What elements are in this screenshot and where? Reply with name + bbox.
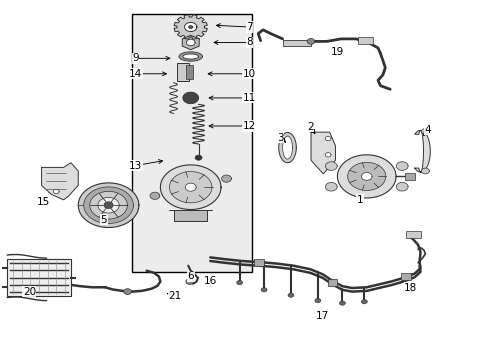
Text: 1: 1 (356, 195, 363, 205)
Bar (7, 259, 71, 296)
Bar (174, 210, 207, 221)
Text: 9: 9 (132, 53, 139, 63)
Polygon shape (314, 298, 320, 303)
Polygon shape (337, 155, 395, 198)
Polygon shape (414, 130, 429, 172)
Polygon shape (347, 162, 385, 190)
Polygon shape (179, 52, 202, 61)
Polygon shape (188, 26, 192, 28)
Polygon shape (150, 192, 160, 199)
Polygon shape (90, 192, 127, 219)
Bar (400, 273, 410, 280)
Bar (177, 63, 189, 81)
Polygon shape (310, 132, 335, 174)
Polygon shape (325, 136, 330, 141)
Polygon shape (169, 172, 211, 203)
Text: 8: 8 (245, 37, 252, 48)
Polygon shape (41, 163, 78, 200)
Text: 5: 5 (100, 215, 107, 225)
Text: 16: 16 (203, 276, 217, 286)
Text: 2: 2 (306, 122, 313, 132)
Text: 12: 12 (242, 121, 256, 131)
Bar (254, 259, 264, 266)
Text: 17: 17 (315, 311, 329, 321)
Polygon shape (53, 189, 59, 194)
Bar (358, 37, 372, 44)
Polygon shape (361, 300, 366, 304)
Text: 21: 21 (168, 291, 182, 301)
Polygon shape (325, 153, 330, 157)
Polygon shape (104, 202, 113, 208)
Polygon shape (361, 172, 371, 180)
Polygon shape (184, 22, 197, 32)
Polygon shape (278, 132, 296, 163)
Polygon shape (98, 197, 119, 213)
Polygon shape (186, 39, 195, 46)
Polygon shape (160, 165, 221, 210)
Polygon shape (83, 187, 133, 224)
Polygon shape (306, 39, 314, 44)
Polygon shape (396, 162, 407, 170)
Text: 7: 7 (245, 22, 252, 32)
Polygon shape (183, 54, 198, 59)
Polygon shape (282, 136, 292, 159)
Polygon shape (339, 301, 345, 305)
Text: 4: 4 (424, 125, 430, 135)
Polygon shape (174, 15, 207, 39)
Text: 20: 20 (23, 287, 36, 297)
Text: 10: 10 (243, 69, 255, 79)
Text: 6: 6 (187, 271, 194, 282)
Polygon shape (185, 279, 193, 284)
Text: 11: 11 (242, 93, 256, 103)
Polygon shape (182, 35, 199, 50)
Polygon shape (78, 183, 139, 228)
Bar (282, 40, 310, 46)
Text: 19: 19 (330, 47, 344, 57)
Text: 15: 15 (36, 197, 50, 207)
Polygon shape (221, 175, 231, 182)
Text: 13: 13 (128, 161, 142, 171)
Polygon shape (261, 288, 266, 292)
Polygon shape (287, 293, 293, 297)
Polygon shape (421, 129, 428, 134)
Bar (405, 231, 420, 238)
Polygon shape (123, 289, 131, 294)
Bar (132, 14, 251, 272)
Polygon shape (325, 183, 336, 191)
Text: 3: 3 (276, 132, 283, 143)
Bar (327, 279, 337, 286)
Polygon shape (396, 183, 407, 191)
Polygon shape (185, 183, 196, 191)
Polygon shape (195, 155, 202, 160)
Bar (404, 173, 414, 180)
Text: 14: 14 (128, 69, 142, 79)
Bar (185, 65, 193, 79)
Polygon shape (325, 162, 336, 170)
Text: 18: 18 (403, 283, 417, 293)
Polygon shape (183, 92, 198, 104)
Polygon shape (421, 168, 428, 174)
Polygon shape (236, 280, 242, 285)
